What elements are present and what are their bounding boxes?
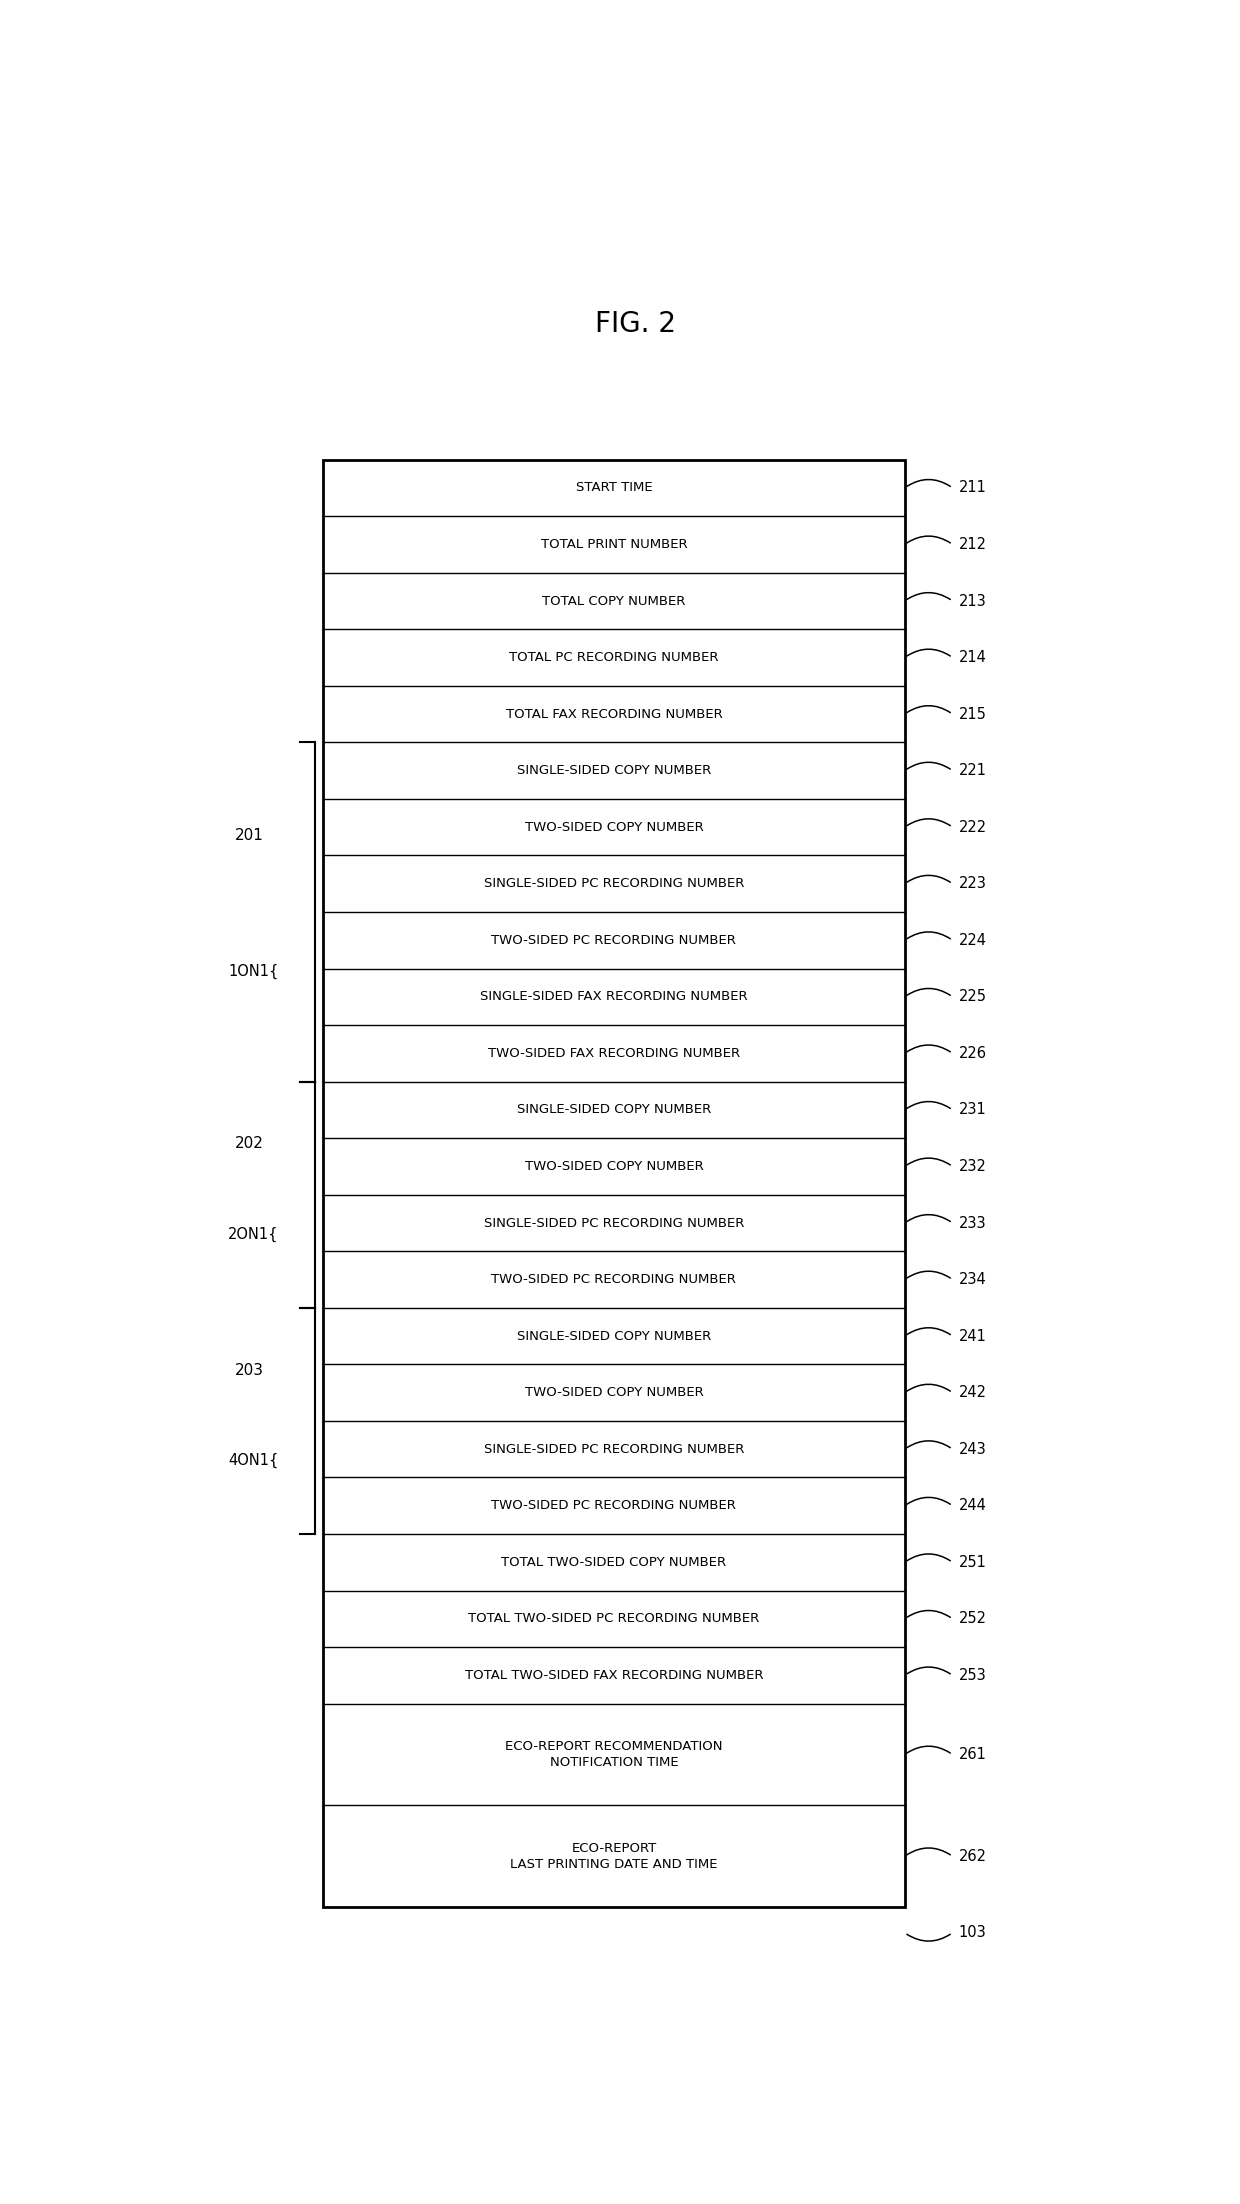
Text: 241: 241: [959, 1329, 987, 1344]
Text: 233: 233: [959, 1217, 987, 1230]
Text: 224: 224: [959, 932, 987, 948]
Text: 252: 252: [959, 1611, 987, 1627]
Text: 262: 262: [959, 1849, 987, 1865]
Text: TWO-SIDED PC RECORDING NUMBER: TWO-SIDED PC RECORDING NUMBER: [491, 1274, 737, 1287]
Text: 4ON1{: 4ON1{: [228, 1452, 279, 1468]
Text: 231: 231: [959, 1102, 987, 1117]
Bar: [324, 461, 905, 1906]
Text: START TIME: START TIME: [575, 480, 652, 494]
Text: TWO-SIDED FAX RECORDING NUMBER: TWO-SIDED FAX RECORDING NUMBER: [487, 1047, 740, 1060]
Text: TWO-SIDED COPY NUMBER: TWO-SIDED COPY NUMBER: [525, 1159, 703, 1173]
Text: 242: 242: [959, 1384, 987, 1400]
Text: SINGLE-SIDED PC RECORDING NUMBER: SINGLE-SIDED PC RECORDING NUMBER: [484, 877, 744, 890]
Text: TOTAL TWO-SIDED FAX RECORDING NUMBER: TOTAL TWO-SIDED FAX RECORDING NUMBER: [465, 1668, 763, 1682]
Text: TWO-SIDED PC RECORDING NUMBER: TWO-SIDED PC RECORDING NUMBER: [491, 1499, 737, 1512]
Text: TOTAL COPY NUMBER: TOTAL COPY NUMBER: [542, 595, 686, 608]
Text: 244: 244: [959, 1499, 987, 1514]
Text: SINGLE-SIDED COPY NUMBER: SINGLE-SIDED COPY NUMBER: [517, 765, 711, 778]
Text: SINGLE-SIDED PC RECORDING NUMBER: SINGLE-SIDED PC RECORDING NUMBER: [484, 1217, 744, 1230]
Text: 223: 223: [959, 877, 987, 890]
Text: 261: 261: [959, 1748, 987, 1761]
Text: TWO-SIDED COPY NUMBER: TWO-SIDED COPY NUMBER: [525, 820, 703, 833]
Text: SINGLE-SIDED FAX RECORDING NUMBER: SINGLE-SIDED FAX RECORDING NUMBER: [480, 990, 748, 1003]
Text: 234: 234: [959, 1272, 987, 1287]
Text: TOTAL PC RECORDING NUMBER: TOTAL PC RECORDING NUMBER: [510, 650, 719, 663]
Text: SINGLE-SIDED COPY NUMBER: SINGLE-SIDED COPY NUMBER: [517, 1329, 711, 1342]
Text: 225: 225: [959, 990, 987, 1005]
Text: 2ON1{: 2ON1{: [228, 1228, 279, 1241]
Text: 215: 215: [959, 707, 987, 721]
Text: 201: 201: [236, 829, 264, 844]
Text: SINGLE-SIDED PC RECORDING NUMBER: SINGLE-SIDED PC RECORDING NUMBER: [484, 1444, 744, 1455]
Text: TWO-SIDED PC RECORDING NUMBER: TWO-SIDED PC RECORDING NUMBER: [491, 934, 737, 948]
Text: 213: 213: [959, 593, 987, 608]
Text: 1ON1{: 1ON1{: [228, 963, 279, 979]
Text: TWO-SIDED COPY NUMBER: TWO-SIDED COPY NUMBER: [525, 1386, 703, 1400]
Text: 212: 212: [959, 538, 987, 551]
Text: 253: 253: [959, 1668, 987, 1684]
Text: SINGLE-SIDED COPY NUMBER: SINGLE-SIDED COPY NUMBER: [517, 1104, 711, 1117]
Text: 226: 226: [959, 1047, 987, 1060]
Text: FIG. 2: FIG. 2: [595, 311, 676, 337]
Text: TOTAL TWO-SIDED COPY NUMBER: TOTAL TWO-SIDED COPY NUMBER: [501, 1556, 727, 1569]
Text: ECO-REPORT RECOMMENDATION
NOTIFICATION TIME: ECO-REPORT RECOMMENDATION NOTIFICATION T…: [505, 1741, 723, 1770]
Text: 221: 221: [959, 763, 987, 778]
Text: 222: 222: [959, 820, 987, 835]
Text: 203: 203: [236, 1362, 264, 1378]
Text: 103: 103: [959, 1926, 987, 1940]
Text: TOTAL TWO-SIDED PC RECORDING NUMBER: TOTAL TWO-SIDED PC RECORDING NUMBER: [469, 1613, 760, 1624]
Text: 251: 251: [959, 1554, 987, 1569]
Text: 211: 211: [959, 480, 987, 496]
Text: 214: 214: [959, 650, 987, 666]
Text: 202: 202: [236, 1137, 264, 1150]
Text: TOTAL FAX RECORDING NUMBER: TOTAL FAX RECORDING NUMBER: [506, 707, 722, 721]
Text: 243: 243: [959, 1441, 987, 1457]
Text: ECO-REPORT
LAST PRINTING DATE AND TIME: ECO-REPORT LAST PRINTING DATE AND TIME: [510, 1843, 718, 1871]
Text: TOTAL PRINT NUMBER: TOTAL PRINT NUMBER: [541, 538, 687, 551]
Text: 232: 232: [959, 1159, 987, 1175]
